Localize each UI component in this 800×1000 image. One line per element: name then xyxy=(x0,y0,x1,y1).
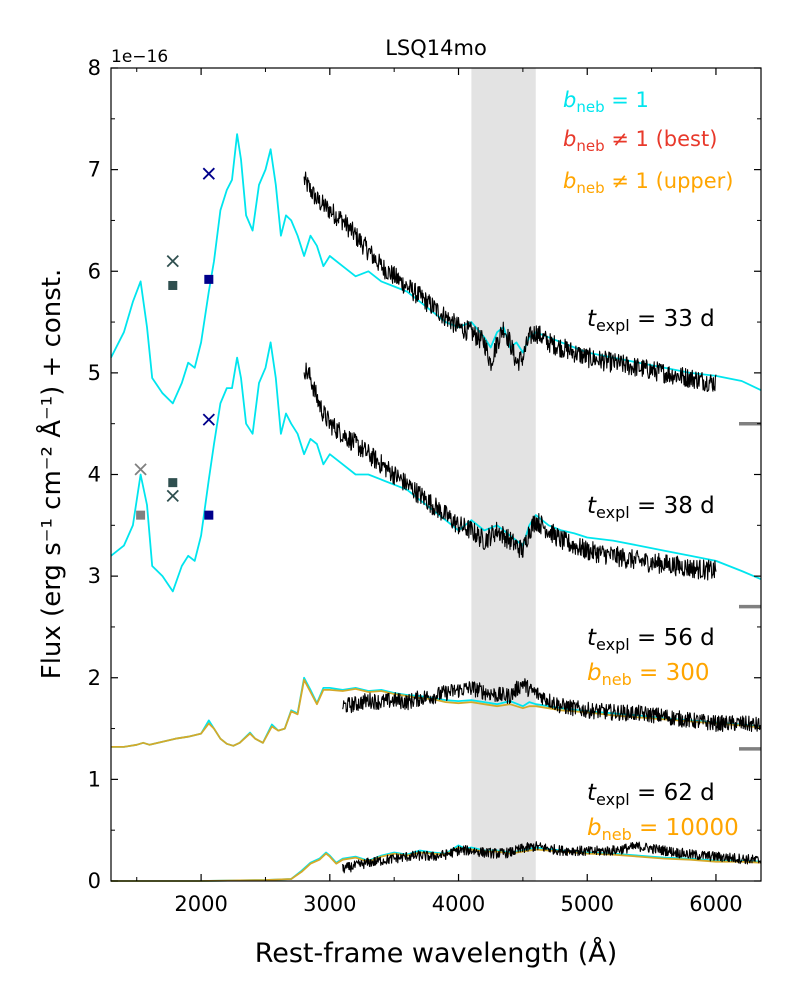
square-marker xyxy=(168,280,178,290)
series-line xyxy=(342,678,761,733)
y-tick-label: 1 xyxy=(88,767,101,791)
y-tick-label: 5 xyxy=(88,361,101,385)
y-tick-label: 6 xyxy=(88,259,101,283)
epoch-label-33d: texpl = 33 d xyxy=(587,306,715,335)
epoch-label-62d: texpl = 62 d xyxy=(587,780,715,809)
cross-marker xyxy=(134,463,147,476)
x-tick-label: 2000 xyxy=(174,892,227,916)
square-marker xyxy=(168,478,178,488)
cross-marker xyxy=(166,254,179,268)
cross-marker xyxy=(202,167,215,180)
x-tick-label: 6000 xyxy=(689,892,742,916)
series-line xyxy=(303,171,717,393)
y-tick-label: 7 xyxy=(88,158,101,182)
shaded-band xyxy=(471,68,536,881)
y-tick-label: 8 xyxy=(88,56,101,80)
series-line xyxy=(111,844,762,882)
y-axis-label: Flux (erg s⁻¹ cm⁻² Å⁻¹) + const. xyxy=(35,269,67,680)
x-tick-label: 3000 xyxy=(303,892,356,916)
series-line xyxy=(342,841,762,874)
legend-entry-3: bneb ≠ 1 (upper) xyxy=(563,169,734,197)
y-tick-label: 4 xyxy=(88,463,101,487)
x-tick-label: 4000 xyxy=(432,892,485,916)
bneb-label-62d: bneb = 10000 xyxy=(587,815,739,844)
offset-label: 1e−16 xyxy=(111,47,168,67)
legend-entry-2: bneb ≠ 1 (best) xyxy=(563,127,717,155)
legend-entry-1: bneb = 1 xyxy=(563,88,649,116)
series-line xyxy=(111,678,762,748)
x-axis-label: Rest-frame wavelength (Å) xyxy=(255,937,618,969)
cross-marker xyxy=(166,489,179,502)
epoch-label-56d: texpl = 56 d xyxy=(587,625,715,654)
y-tick-label: 2 xyxy=(88,666,101,690)
series-line xyxy=(111,846,762,882)
y-tick-label: 0 xyxy=(88,869,101,893)
series-line xyxy=(111,676,762,748)
square-marker xyxy=(136,510,146,520)
y-tick-label: 3 xyxy=(88,564,101,588)
epoch-label-38d: texpl = 38 d xyxy=(587,493,715,522)
square-marker xyxy=(204,274,214,284)
bneb-label-56d: bneb = 300 xyxy=(587,660,710,689)
x-tick-label: 5000 xyxy=(561,892,614,916)
cross-marker xyxy=(202,413,215,426)
series-line xyxy=(303,362,717,581)
chart-title: LSQ14mo xyxy=(385,36,487,60)
square-marker xyxy=(204,510,214,520)
series-line xyxy=(110,341,762,593)
